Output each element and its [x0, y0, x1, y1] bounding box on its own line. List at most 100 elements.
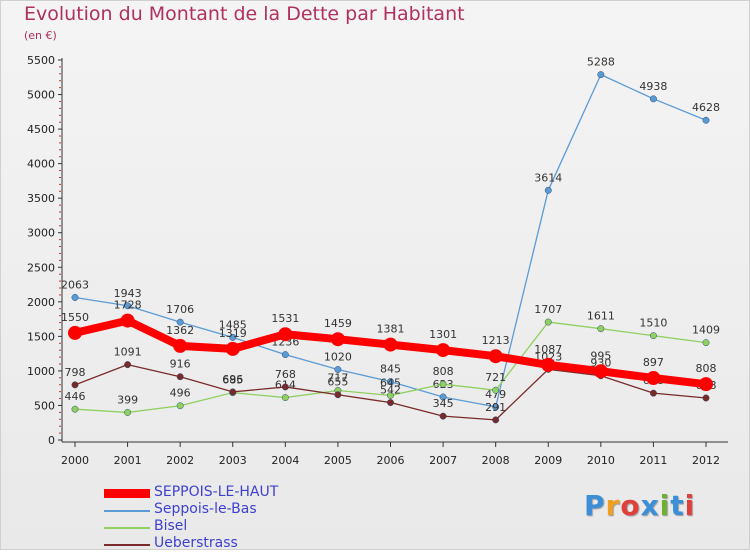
data-label: 1707	[534, 303, 562, 316]
legend-label: Seppois-le-Bas	[154, 501, 257, 517]
data-point	[492, 386, 500, 394]
data-point	[383, 337, 398, 352]
data-point	[176, 402, 184, 410]
data-point	[597, 325, 605, 333]
data-label: 685	[222, 374, 243, 387]
data-label: 845	[380, 363, 401, 376]
x-tick-label: 2012	[692, 454, 720, 467]
y-tick-label: 2500	[27, 261, 55, 274]
data-point	[702, 394, 710, 402]
x-tick-label: 2006	[377, 454, 405, 467]
data-point	[439, 412, 447, 420]
data-label: 645	[380, 376, 401, 389]
y-tick-label: 5000	[27, 89, 55, 102]
legend-label: Ueberstrass	[154, 535, 238, 551]
data-label: 930	[590, 357, 611, 370]
data-point	[593, 364, 608, 379]
data-label: 808	[696, 362, 717, 375]
data-label: 1301	[429, 328, 457, 341]
data-point	[71, 294, 79, 301]
data-point	[649, 332, 657, 340]
data-point	[278, 327, 293, 342]
data-point	[124, 361, 132, 369]
legend-label: SEPPOIS-LE-HAUT	[154, 484, 279, 500]
y-tick-label: 1500	[27, 330, 55, 343]
data-point	[281, 351, 289, 359]
data-label: 1531	[271, 312, 299, 325]
y-tick-label: 500	[34, 399, 55, 412]
y-tick-label: 2000	[27, 296, 55, 309]
data-label: 1381	[377, 323, 405, 336]
data-point	[387, 399, 394, 407]
x-tick-label: 2009	[534, 454, 562, 467]
data-point	[492, 403, 500, 411]
x-tick-label: 2002	[166, 454, 194, 467]
data-label: 721	[485, 371, 506, 384]
data-point	[649, 95, 657, 103]
data-label: 1550	[61, 311, 89, 324]
data-label: 696	[222, 373, 243, 386]
data-label: 1020	[324, 351, 352, 364]
data-point	[649, 389, 657, 397]
data-point	[68, 325, 82, 340]
data-point	[488, 349, 503, 364]
data-point	[71, 381, 79, 389]
chart-subtitle: (en €)	[24, 29, 57, 42]
y-tick-label: 0	[48, 434, 55, 447]
data-label: 2063	[61, 278, 89, 291]
data-label: 1459	[324, 317, 352, 330]
y-tick-label: 3000	[27, 227, 55, 240]
data-point	[439, 393, 447, 401]
data-point	[281, 394, 289, 402]
data-label: 446	[65, 390, 86, 403]
data-point	[334, 366, 342, 373]
data-point	[646, 371, 661, 386]
data-label: 4938	[639, 80, 667, 93]
data-point	[597, 71, 605, 79]
legend-swatch	[104, 527, 150, 529]
data-label: 808	[433, 365, 454, 378]
data-label: 479	[485, 388, 506, 401]
y-tick-label: 4000	[27, 158, 55, 171]
y-tick-label: 5500	[27, 54, 55, 67]
data-label: 1091	[114, 346, 142, 359]
data-point	[225, 341, 240, 356]
data-label: 3614	[534, 171, 562, 184]
data-point	[702, 116, 710, 124]
x-tick-label: 2003	[219, 454, 247, 467]
data-label: 1611	[587, 310, 615, 323]
x-tick-label: 2004	[271, 454, 299, 467]
data-label: 1409	[692, 324, 720, 337]
data-point	[124, 302, 132, 310]
data-label: 897	[643, 356, 664, 369]
data-point	[173, 338, 188, 353]
data-label: 1319	[219, 327, 247, 340]
data-label: 1510	[639, 317, 667, 330]
legend-swatch	[104, 544, 150, 546]
legend-swatch	[104, 489, 150, 498]
data-label: 1706	[166, 303, 194, 316]
y-tick-label: 3500	[27, 192, 55, 205]
data-label: 542	[380, 384, 401, 397]
data-point	[436, 343, 451, 358]
data-point	[124, 408, 132, 416]
data-label: 916	[170, 358, 191, 371]
x-tick-label: 2007	[429, 454, 457, 467]
data-label: 345	[433, 397, 454, 410]
data-point	[699, 377, 713, 392]
data-point	[334, 391, 342, 399]
data-point	[387, 378, 394, 386]
data-point	[229, 388, 237, 396]
data-label: 655	[327, 376, 348, 389]
proxiti-logo: Proxiti	[584, 489, 696, 522]
x-tick-label: 2000	[61, 454, 89, 467]
x-tick-label: 2001	[114, 454, 142, 467]
data-label: 798	[65, 366, 86, 379]
data-point	[439, 380, 447, 388]
data-label: 1728	[114, 299, 142, 312]
data-point	[120, 313, 135, 328]
data-point	[544, 318, 552, 326]
data-label: 4628	[692, 101, 720, 114]
